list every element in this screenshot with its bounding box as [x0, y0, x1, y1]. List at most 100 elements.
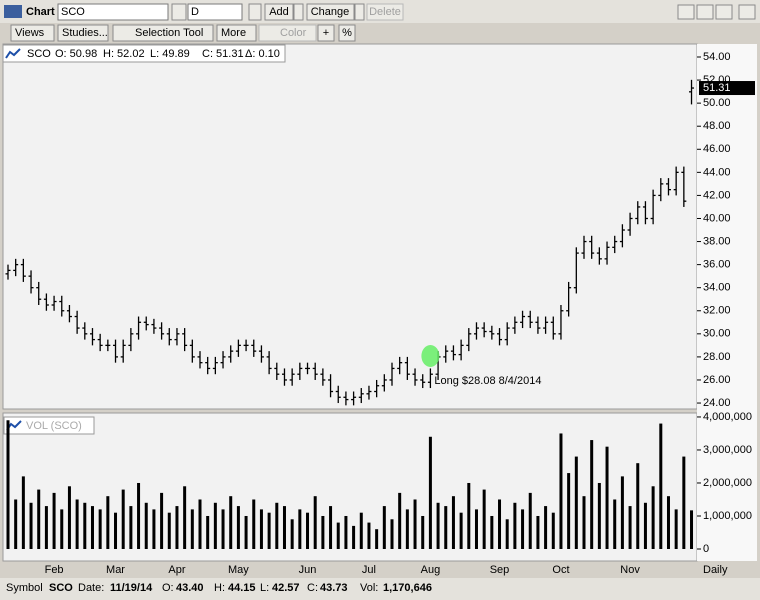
y-tick-label: 26.00: [703, 374, 731, 386]
volume-bar: [144, 502, 148, 549]
y-tick-label: 4,000,000: [703, 411, 752, 423]
volume-bar: [90, 506, 94, 549]
change-button[interactable]: [306, 3, 355, 21]
volume-bar: [682, 456, 686, 549]
volume-bar: [659, 423, 663, 549]
delete-button[interactable]: [366, 3, 404, 21]
volume-bar: [198, 499, 202, 549]
volume-bar: [98, 509, 102, 549]
volume-bar: [620, 476, 624, 549]
volume-bar: [67, 486, 71, 549]
x-tick-label: Oct: [552, 564, 569, 576]
crosshair-button[interactable]: [317, 24, 335, 42]
volume-bar: [236, 506, 240, 549]
status-field: 43.40: [176, 582, 204, 594]
volume-bar: [628, 506, 632, 549]
studies-label: Studies...: [62, 27, 108, 39]
volume-bar: [413, 499, 417, 549]
volume-bar: [6, 420, 10, 549]
status-field: L:: [260, 582, 269, 594]
interval-combobox[interactable]: [187, 3, 243, 21]
interval-value: D: [191, 6, 199, 18]
x-tick-label: Jul: [362, 564, 376, 576]
add-button[interactable]: [264, 3, 294, 21]
volume-bar: [666, 496, 670, 549]
y-tick-label: 42.00: [703, 189, 731, 201]
selection-tool-button[interactable]: [112, 24, 214, 42]
volume-bar: [467, 482, 471, 549]
legend-change: Δ: 0.10: [245, 48, 280, 60]
status-field: 11/19/14: [110, 582, 153, 594]
y-tick-label: 38.00: [703, 235, 731, 247]
volume-bar: [282, 506, 286, 549]
volume-bar: [636, 463, 640, 549]
volume-bar: [106, 496, 110, 549]
status-bar: [0, 578, 760, 600]
volume-bar: [444, 506, 448, 549]
volume-bar: [175, 506, 179, 549]
views-button[interactable]: [10, 24, 55, 42]
volume-bar: [152, 509, 156, 549]
color-button[interactable]: [258, 24, 317, 42]
selection-tool-label: Selection Tool: [135, 27, 203, 39]
status-field: Date:: [78, 582, 104, 594]
volume-bar: [306, 512, 310, 549]
volume-bar: [674, 509, 678, 549]
volume-bar: [513, 502, 517, 549]
volume-bar: [428, 436, 432, 549]
x-tick-label: Apr: [168, 564, 185, 576]
close-button[interactable]: [738, 4, 756, 20]
delete-label: Delete: [369, 6, 401, 18]
window-title: Chart: [26, 6, 55, 18]
price-legend: [2, 44, 286, 63]
y-tick-label: 24.00: [703, 397, 731, 409]
volume-bar: [536, 515, 540, 549]
change-dropdown[interactable]: [354, 3, 365, 21]
restore-button[interactable]: [696, 4, 714, 20]
volume-bar: [60, 509, 64, 549]
x-tick-label: Sep: [490, 564, 510, 576]
percent-button[interactable]: [338, 24, 356, 42]
volume-legend: [3, 416, 95, 435]
more-button[interactable]: [216, 24, 257, 42]
add-dropdown[interactable]: [293, 3, 304, 21]
y-tick-label: 30.00: [703, 328, 731, 340]
volume-bar: [451, 496, 455, 549]
volume-bar: [114, 512, 118, 549]
legend-low: L: 49.89: [150, 48, 190, 60]
volume-bar: [390, 519, 394, 549]
volume-bar: [160, 492, 164, 549]
status-field: SCO: [49, 582, 73, 594]
y-tick-label: 0: [703, 543, 709, 555]
volume-bar: [505, 519, 509, 549]
volume-bar: [421, 515, 425, 549]
legend-high: H: 52.02: [103, 48, 145, 60]
volume-bar: [298, 509, 302, 549]
volume-bar: [559, 433, 563, 549]
y-tick-label: 50.00: [703, 97, 731, 109]
volume-bar: [359, 512, 363, 549]
volume-bar: [75, 499, 79, 549]
volume-legend-label: VOL (SCO): [26, 420, 82, 432]
y-tick-label: 1,000,000: [703, 510, 752, 522]
volume-bar: [643, 502, 647, 549]
volume-bar: [375, 529, 379, 549]
crosshair-label: +: [323, 27, 329, 39]
volume-bar: [436, 502, 440, 549]
volume-bar: [367, 522, 371, 549]
search-button[interactable]: [171, 3, 187, 21]
volume-bar: [605, 446, 609, 549]
play-button[interactable]: [248, 3, 262, 21]
x-tick-label: Mar: [106, 564, 125, 576]
symbol-combobox[interactable]: [57, 3, 169, 21]
volume-bar: [597, 482, 601, 549]
change-label: Change: [311, 6, 350, 18]
minimize-button[interactable]: [677, 4, 695, 20]
studies-button[interactable]: [57, 24, 109, 42]
volume-bar: [259, 509, 263, 549]
volume-bar: [290, 519, 294, 549]
maximize-button[interactable]: [715, 4, 733, 20]
y-tick-label: 32.00: [703, 305, 731, 317]
x-tick-label: Nov: [620, 564, 640, 576]
volume-bar: [567, 473, 571, 549]
